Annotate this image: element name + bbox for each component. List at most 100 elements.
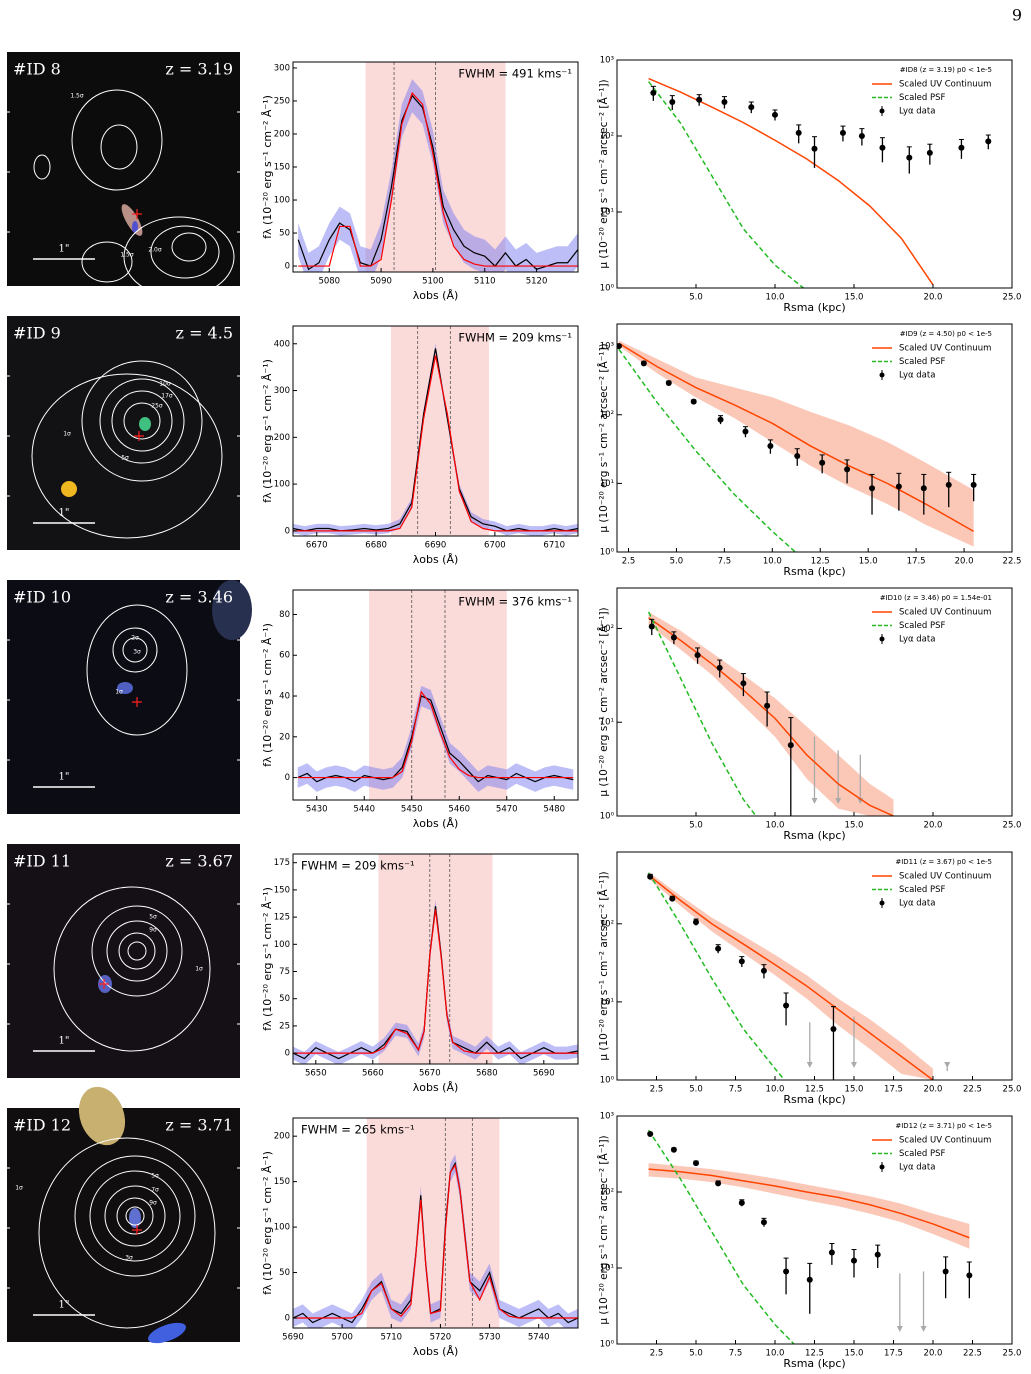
- psf-line: [648, 81, 804, 288]
- x-axis-label: Rsma (kpc): [783, 301, 845, 314]
- fwhm-annotation: FWHM = 491 kms⁻¹: [458, 67, 572, 81]
- data-point: [715, 1180, 722, 1187]
- data-point: [669, 895, 676, 902]
- contour-label: 2σ: [131, 635, 139, 642]
- data-point: [715, 945, 722, 952]
- contour-label: 25σ: [151, 403, 163, 410]
- source-blob: [132, 221, 138, 233]
- contour: [89, 1170, 181, 1262]
- contour-label: 5σ: [149, 914, 157, 921]
- data-point: [787, 742, 794, 749]
- data-point: [942, 1268, 949, 1275]
- fwhm-annotation: FWHM = 209 kms⁻¹: [458, 331, 572, 345]
- y-tick-label: 0: [285, 526, 290, 536]
- contour-label: 5σ: [151, 1173, 159, 1180]
- image-background: [7, 844, 240, 1078]
- contour: [31, 373, 223, 539]
- y-tick-label: 150: [274, 885, 290, 895]
- image-redshift: z = 3.67: [165, 852, 233, 871]
- y-tick-label: 175: [274, 858, 290, 868]
- y-tick-label: 10³: [600, 342, 614, 352]
- y-axis-label: μ (10⁻²⁰ erg s⁻¹ cm⁻² arcsec⁻² [Å⁻¹]): [597, 343, 610, 532]
- data-point: [693, 1160, 699, 1167]
- x-tick-label: 5680: [476, 1069, 498, 1079]
- legend-swatch: [879, 372, 885, 378]
- legend-swatch: [879, 636, 885, 642]
- data-point: [795, 129, 802, 136]
- x-tick-label: 5.0: [689, 821, 703, 831]
- y-axis-label: fλ (10⁻²⁰ erg s⁻¹ cm⁻² Å⁻¹): [261, 359, 274, 503]
- y-axis-label: fλ (10⁻²⁰ erg s⁻¹ cm⁻² Å⁻¹): [261, 887, 274, 1031]
- image-id: #ID 11: [13, 852, 71, 871]
- psf-line: [647, 872, 786, 1080]
- data-point: [748, 104, 755, 111]
- data-point: [851, 1257, 857, 1264]
- x-tick-label: 15.0: [845, 293, 864, 303]
- legend-label: Scaled UV Continuum: [899, 608, 991, 618]
- x-tick-label: 6680: [365, 541, 387, 551]
- axes-frame: [616, 323, 1013, 553]
- spectrum-line: [293, 906, 578, 1060]
- x-tick-label: 22.5: [963, 1085, 982, 1095]
- contour: [150, 225, 220, 279]
- y-tick-label: 10⁰: [600, 284, 615, 294]
- contour: [125, 1206, 145, 1226]
- contour: [81, 241, 133, 283]
- x-tick-label: 20.0: [924, 293, 943, 303]
- contour-label: 1σ: [115, 689, 123, 696]
- data-point: [665, 380, 672, 387]
- axes-frame: [616, 851, 1013, 1081]
- axes-frame: [616, 59, 1013, 289]
- x-tick-label: 5.0: [689, 1349, 703, 1359]
- data-point: [717, 416, 724, 423]
- x-tick-label: 15.0: [845, 1349, 864, 1359]
- position-cross: [132, 1225, 142, 1235]
- legend-title: #ID9 (z = 4.50) p0 < 1e-5: [900, 330, 992, 338]
- fwhm-annotation: FWHM = 265 kms⁻¹: [301, 1123, 415, 1137]
- error-band: [293, 1154, 578, 1328]
- x-tick-label: 17.5: [884, 1349, 903, 1359]
- contour-label: 1.5σ: [120, 252, 134, 259]
- x-tick-label: 5440: [353, 805, 375, 815]
- data-point: [874, 1251, 881, 1258]
- contour-label: 3σ: [125, 1255, 133, 1262]
- contour: [127, 941, 147, 961]
- y-tick-label: 10²: [600, 1188, 614, 1198]
- y-tick-label: 10⁰: [600, 1076, 615, 1086]
- psf-line: [647, 1129, 795, 1344]
- source-blob: [61, 481, 77, 497]
- y-axis-label: fλ (10⁻²⁰ erg s⁻¹ cm⁻² Å⁻¹): [261, 623, 274, 767]
- contour: [33, 154, 51, 180]
- y-axis-label: μ (10⁻²⁰ erg s⁻¹ cm⁻² arcsec⁻² [Å⁻¹]): [597, 607, 610, 796]
- data-point: [811, 145, 818, 152]
- x-tick-label: 17.5: [884, 1085, 903, 1095]
- contour: [111, 390, 173, 452]
- x-tick-label: 5690: [282, 1333, 304, 1343]
- data-point: [783, 1002, 790, 1009]
- data-point: [844, 466, 851, 473]
- legend-title: #ID10 (z = 3.46) p0 = 1.54e-01: [880, 594, 992, 602]
- data-point: [819, 459, 826, 466]
- x-tick-label: 10.0: [766, 1349, 785, 1359]
- y-tick-label: 10²: [600, 919, 614, 929]
- axes-frame: [292, 589, 579, 801]
- data-point: [740, 680, 747, 687]
- contour: [104, 1185, 166, 1247]
- y-tick-label: 200: [274, 1132, 290, 1142]
- x-tick-label: 7.5: [729, 1085, 743, 1095]
- contour-label: 1.5σ: [70, 93, 84, 100]
- legend-label: Lyα data: [899, 899, 935, 909]
- plot-area: [647, 872, 951, 1080]
- x-axis-label: λobs (Å): [413, 1345, 459, 1358]
- y-tick-label: 0: [285, 1049, 290, 1059]
- y-tick-label: 10¹: [600, 718, 614, 728]
- model-band: [648, 1163, 970, 1249]
- legend-label: Scaled PSF: [899, 885, 945, 895]
- plot-area: [297, 62, 578, 272]
- image-redshift: z = 3.71: [165, 1116, 233, 1135]
- contour: [123, 402, 161, 440]
- data-point: [760, 967, 767, 974]
- y-tick-label: 400: [274, 339, 290, 349]
- y-axis-label: fλ (10⁻²⁰ erg s⁻¹ cm⁻² Å⁻¹): [261, 95, 274, 239]
- y-tick-label: 300: [274, 386, 290, 396]
